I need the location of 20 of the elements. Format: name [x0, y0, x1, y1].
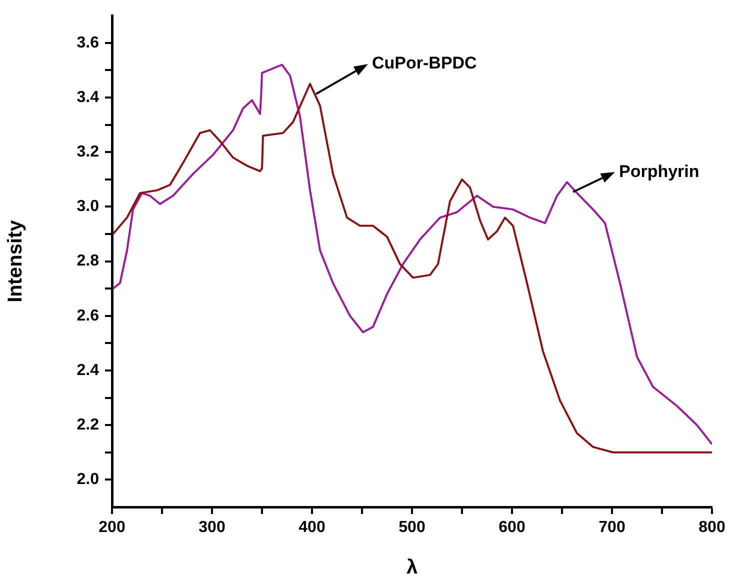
x-tick-label: 300 [198, 519, 226, 536]
x-tick-label: 800 [698, 519, 726, 536]
y-tick-label: 2.0 [76, 471, 100, 488]
y-tick-label: 2.4 [76, 362, 100, 379]
x-tick-label: 500 [398, 519, 426, 536]
y-tick-label: 3.4 [76, 88, 100, 106]
y-tick-label: 2.2 [76, 416, 100, 434]
y-tick-label: 3.0 [76, 198, 100, 216]
x-tick-label: 700 [598, 519, 626, 536]
x-axis-title: λ [406, 556, 418, 579]
y-tick-label: 2.6 [76, 307, 100, 324]
x-tick-label: 400 [298, 519, 326, 536]
y-tick-label: 2.8 [76, 252, 100, 270]
x-tick-label: 600 [498, 519, 526, 536]
x-tick-label: 200 [98, 519, 126, 536]
y-tick-label: 3.2 [76, 144, 100, 161]
y-tick-label: 3.6 [76, 34, 100, 52]
y-axis-title: Intensity [4, 219, 27, 302]
text: Porphyrin [619, 162, 700, 181]
text: CuPor-BPDC [372, 54, 477, 73]
